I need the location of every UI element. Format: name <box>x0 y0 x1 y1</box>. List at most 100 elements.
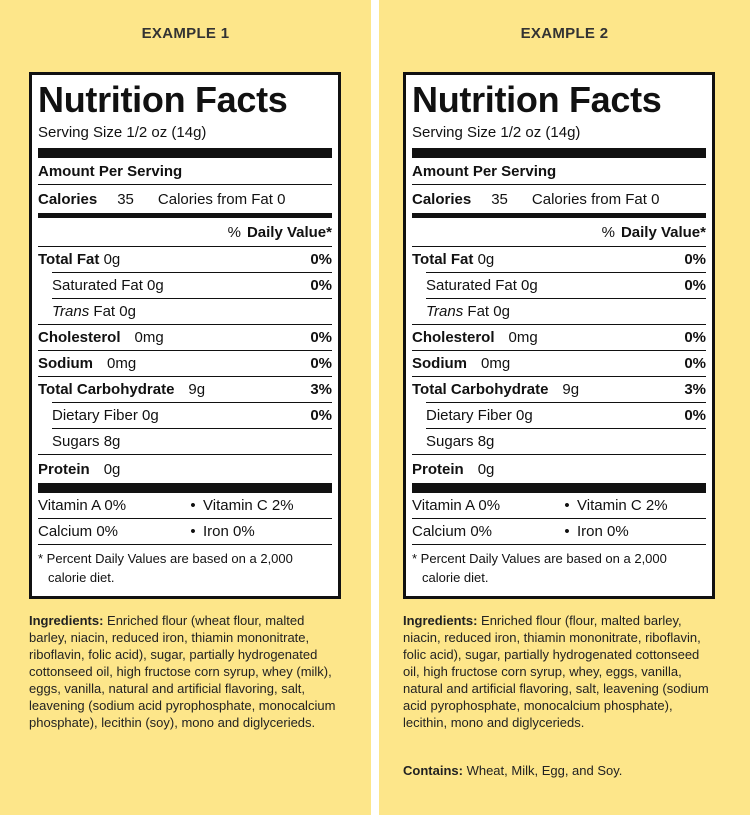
iron: Iron 0% <box>203 523 255 540</box>
saturated-fat-row: Saturated Fat 0g 0% <box>426 272 706 298</box>
dv-header-text: Daily Value* <box>620 223 706 241</box>
cholesterol-dv: 0% <box>310 329 332 346</box>
total-fat-row: Total Fat 0g 0% <box>38 246 332 272</box>
contains-list: Wheat, Milk, Egg, and Soy. <box>466 763 623 778</box>
calories-from-fat: Calories from Fat 0 <box>531 190 660 208</box>
sodium-label: Sodium <box>412 355 467 372</box>
example-panel-1: EXAMPLE 1 Nutrition Facts Serving Size 1… <box>0 0 371 815</box>
sugars-row: Sugars 8g <box>52 428 332 454</box>
carbohydrate-label: Total Carbohydrate <box>38 381 175 398</box>
trans-fat-amount: Fat 0g <box>93 303 136 320</box>
protein-label: Protein <box>412 460 464 478</box>
vitamin-c: Vitamin C 2% <box>203 497 294 514</box>
vitamin-a: Vitamin A 0% <box>38 497 127 514</box>
footnote: * Percent Daily Values are based on a 2,… <box>38 544 332 587</box>
saturated-fat: Saturated Fat 0g <box>426 277 538 294</box>
ingredients-list: Enriched flour (wheat flour, malted barl… <box>29 613 336 730</box>
calcium: Calcium 0% <box>412 523 493 540</box>
thick-divider <box>38 148 332 158</box>
footnote-line-2: calorie diet. <box>422 570 489 585</box>
sodium-row: Sodium 0mg 0% <box>38 350 332 376</box>
thick-divider <box>412 148 706 158</box>
ingredients-list: Enriched flour (flour, malted barley, ni… <box>403 613 709 730</box>
footnote: * Percent Daily Values are based on a 2,… <box>412 544 706 587</box>
total-fat-amount: 0g <box>477 251 495 268</box>
medium-divider <box>412 213 706 218</box>
sodium-amount: 0mg <box>107 355 137 372</box>
sugars: Sugars 8g <box>426 433 495 450</box>
saturated-fat: Saturated Fat 0g <box>52 277 164 294</box>
protein-amount: 0g <box>477 460 495 478</box>
sodium-amount: 0mg <box>481 355 511 372</box>
ingredients-text: Ingredients: Enriched flour (wheat flour… <box>29 612 343 731</box>
total-fat-row: Total Fat 0g 0% <box>412 246 706 272</box>
trans-fat-amount: Fat 0g <box>467 303 510 320</box>
bullet: • <box>564 497 570 514</box>
ingredients-label: Ingredients: <box>403 613 478 628</box>
dietary-fiber-dv: 0% <box>684 407 706 424</box>
nutrition-label: Nutrition Facts Serving Size 1/2 oz (14g… <box>29 72 341 599</box>
protein-amount: 0g <box>103 460 121 478</box>
bullet: • <box>564 523 570 540</box>
daily-value-header: % Daily Value* <box>412 218 706 246</box>
carbohydrate-amount: 9g <box>188 381 206 398</box>
nutrition-facts-title: Nutrition Facts <box>38 79 288 120</box>
fiber-row: Dietary Fiber 0g 0% <box>426 402 706 428</box>
calories-label: Calories <box>38 190 98 208</box>
sugars-row: Sugars 8g <box>426 428 706 454</box>
calories-row: Calories 35 Calories from Fat 0 <box>412 184 706 213</box>
total-fat-amount: 0g <box>103 251 121 268</box>
cholesterol-amount: 0mg <box>134 329 164 346</box>
vitamin-c: Vitamin C 2% <box>577 497 668 514</box>
cholesterol-dv: 0% <box>684 329 706 346</box>
calcium: Calcium 0% <box>38 523 119 540</box>
sodium-dv: 0% <box>310 355 332 372</box>
footnote-line-2: calorie diet. <box>48 570 115 585</box>
amount-per-serving: Amount Per Serving <box>38 162 183 180</box>
cholesterol-label: Cholesterol <box>38 329 121 346</box>
sodium-label: Sodium <box>38 355 93 372</box>
carbohydrate-amount: 9g <box>562 381 580 398</box>
daily-value-header: % Daily Value* <box>38 218 332 246</box>
nutrition-label: Nutrition Facts Serving Size 1/2 oz (14g… <box>403 72 715 599</box>
dietary-fiber: Dietary Fiber 0g <box>426 407 533 424</box>
total-fat-dv: 0% <box>310 251 332 268</box>
calories-value: 35 <box>117 190 134 208</box>
thick-divider-bottom <box>38 483 332 493</box>
sugars: Sugars 8g <box>52 433 121 450</box>
ingredients-text: Ingredients: Enriched flour (flour, malt… <box>403 612 717 731</box>
carbohydrate-dv: 3% <box>310 381 332 398</box>
medium-divider <box>38 213 332 218</box>
vitamins-row-2: Calcium 0% • Iron 0% <box>38 518 332 544</box>
footnote-line-1: * Percent Daily Values are based on a 2,… <box>38 551 293 566</box>
total-fat-label: Total Fat <box>38 251 100 268</box>
dietary-fiber: Dietary Fiber 0g <box>52 407 159 424</box>
calories-row: Calories 35 Calories from Fat 0 <box>38 184 332 213</box>
trans-label: Trans <box>52 303 90 320</box>
fiber-row: Dietary Fiber 0g 0% <box>52 402 332 428</box>
ingredients-label: Ingredients: <box>29 613 104 628</box>
saturated-fat-row: Saturated Fat 0g 0% <box>52 272 332 298</box>
example-heading: EXAMPLE 2 <box>520 25 609 42</box>
dietary-fiber-dv: 0% <box>310 407 332 424</box>
saturated-fat-dv: 0% <box>310 277 332 294</box>
vitamins-row-1: Vitamin A 0% • Vitamin C 2% <box>38 493 332 518</box>
trans-fat-row: Trans Fat 0g <box>426 298 706 324</box>
protein-label: Protein <box>38 460 90 478</box>
dv-header-text: Daily Value* <box>246 223 332 241</box>
footnote-line-1: * Percent Daily Values are based on a 2,… <box>412 551 667 566</box>
serving-size: Serving Size 1/2 oz (14g) <box>412 124 581 141</box>
protein-row: Protein 0g <box>38 454 332 483</box>
example-panel-2: EXAMPLE 2 Nutrition Facts Serving Size 1… <box>379 0 750 815</box>
calories-from-fat: Calories from Fat 0 <box>157 190 286 208</box>
saturated-fat-dv: 0% <box>684 277 706 294</box>
dv-percent-sign: % <box>227 223 241 241</box>
dv-percent-sign: % <box>601 223 615 241</box>
example-heading: EXAMPLE 1 <box>141 25 230 42</box>
carbohydrate-dv: 3% <box>684 381 706 398</box>
carbohydrate-row: Total Carbohydrate 9g 3% <box>412 376 706 402</box>
protein-row: Protein 0g <box>412 454 706 483</box>
carbohydrate-label: Total Carbohydrate <box>412 381 549 398</box>
trans-fat-row: Trans Fat 0g <box>52 298 332 324</box>
trans-label: Trans <box>426 303 464 320</box>
